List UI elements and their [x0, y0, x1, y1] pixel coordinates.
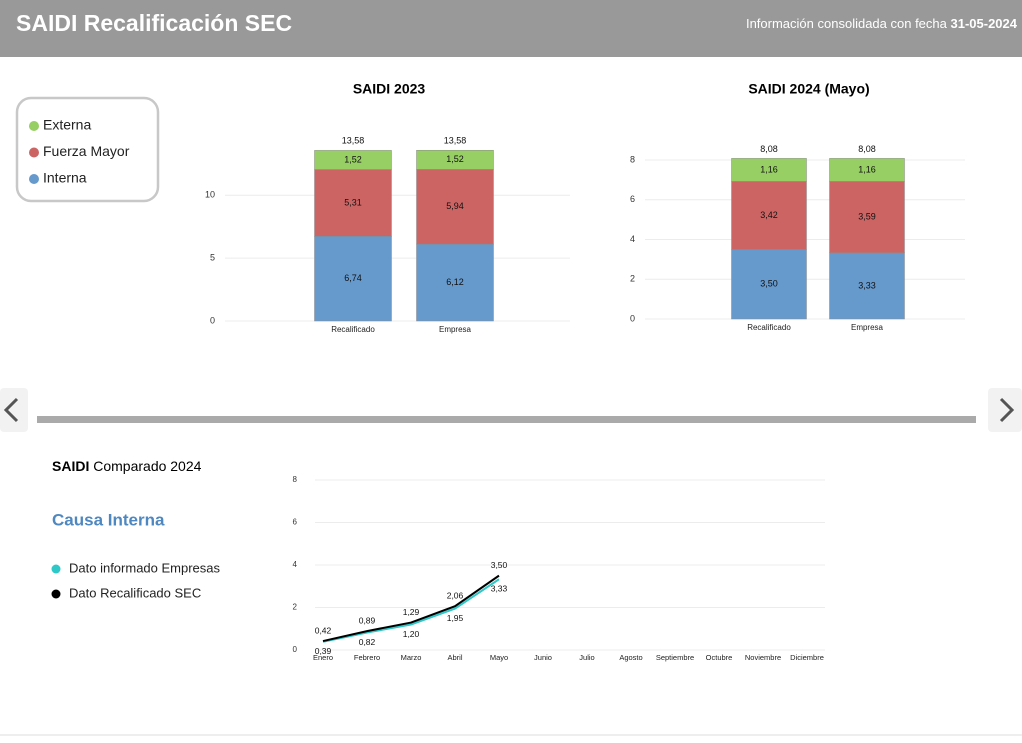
- data-label: 3,50: [760, 279, 778, 289]
- title-rest: Comparado 2024: [93, 458, 201, 474]
- bar-segment: [829, 252, 905, 320]
- bar-segment: [731, 249, 807, 320]
- separator: [37, 416, 976, 423]
- bar-segment: [416, 243, 494, 322]
- legend-marker: [29, 121, 39, 131]
- data-label: 6,12: [446, 277, 464, 287]
- legend-box: [15, 96, 160, 203]
- legend-marker: [51, 589, 61, 599]
- line: [322, 578, 500, 643]
- total-label: 13,58: [444, 136, 467, 146]
- x-tick-label: Agosto: [619, 653, 642, 662]
- bar-segment: [314, 150, 392, 170]
- x-tick-label: Diciembre: [790, 653, 824, 662]
- y-tick-label: 2: [630, 274, 635, 284]
- y-tick-label: 6: [630, 194, 635, 204]
- bar-segment: [829, 181, 905, 254]
- x-tick-label: Abril: [447, 653, 462, 662]
- info-text: Información consolidada con fecha: [746, 16, 948, 31]
- y-tick-label: 4: [630, 234, 635, 244]
- total-label: 8,08: [858, 144, 876, 154]
- data-label: 0,42: [315, 625, 332, 635]
- legend-label: Externa: [43, 117, 91, 133]
- data-label: 1,52: [446, 154, 464, 164]
- y-tick-label: 8: [293, 475, 298, 484]
- x-tick-label: Junio: [534, 653, 552, 662]
- data-label: 1,29: [403, 607, 420, 617]
- chart-title: SAIDI 2024 (Mayo): [748, 81, 869, 97]
- x-tick-label: Recalificado: [747, 323, 791, 332]
- data-label: 1,16: [858, 164, 876, 174]
- legend-marker: [29, 174, 39, 184]
- legend-marker: [51, 564, 61, 574]
- header-bar: [0, 0, 1022, 57]
- data-label: 0,89: [359, 615, 376, 625]
- chart-subtitle: Causa Interna: [52, 510, 165, 529]
- data-label: 3,50: [491, 560, 508, 570]
- next-arrow[interactable]: [999, 397, 1015, 423]
- x-tick-label: Recalificado: [331, 325, 375, 334]
- data-label: 3,59: [858, 212, 876, 222]
- info-date: 31-05-2024: [951, 16, 1018, 31]
- legend-label: Interna: [43, 170, 87, 186]
- header-info: Información consolidada con fecha 31-05-…: [746, 16, 1018, 31]
- data-label: 0,82: [359, 637, 376, 647]
- x-tick-label: Noviembre: [745, 653, 781, 662]
- legend-label: Dato Recalificado SEC: [69, 585, 201, 600]
- bar-segment: [416, 150, 494, 170]
- x-tick-label: Empresa: [439, 325, 472, 334]
- legend-label: Dato informado Empresas: [69, 560, 221, 575]
- x-tick-label: Empresa: [851, 323, 884, 332]
- y-tick-label: 2: [293, 603, 298, 612]
- next-button[interactable]: [988, 388, 1022, 432]
- chart-title: SAIDI 2023: [353, 81, 426, 97]
- data-label: 2,06: [447, 590, 464, 600]
- data-label: 3,33: [491, 583, 508, 593]
- data-label: 5,31: [344, 197, 362, 207]
- data-label: 1,20: [403, 629, 420, 639]
- total-label: 13,58: [342, 136, 365, 146]
- data-label: 1,95: [447, 613, 464, 623]
- x-tick-label: Marzo: [401, 653, 422, 662]
- y-tick-label: 0: [210, 315, 215, 325]
- y-tick-label: 8: [630, 154, 635, 164]
- bar-segment: [829, 158, 905, 182]
- x-tick-label: Mayo: [490, 653, 508, 662]
- bar-segment: [416, 169, 494, 245]
- y-tick-label: 0: [293, 645, 298, 654]
- x-tick-label: Febrero: [354, 653, 380, 662]
- header-title: SAIDI Recalificación SEC: [16, 10, 292, 36]
- data-label: 1,16: [760, 164, 778, 174]
- data-label: 6,74: [344, 273, 362, 283]
- line: [322, 574, 500, 643]
- x-tick-label: Julio: [579, 653, 594, 662]
- prev-arrow[interactable]: [3, 397, 19, 423]
- chart-title: SAIDI Comparado 2024: [52, 458, 202, 474]
- data-label: 1,52: [344, 154, 362, 164]
- legend-marker: [29, 147, 39, 158]
- x-tick-label: Octubre: [706, 653, 733, 662]
- x-tick-label: Enero: [313, 653, 333, 662]
- total-label: 8,08: [760, 144, 778, 154]
- bar-segment: [731, 158, 807, 182]
- legend-label: Fuerza Mayor: [43, 143, 130, 159]
- prev-button[interactable]: [0, 388, 28, 432]
- y-tick-label: 10: [205, 190, 215, 200]
- y-tick-label: 0: [630, 313, 635, 323]
- title-bold: SAIDI: [52, 458, 89, 474]
- bar-segment: [731, 181, 807, 250]
- data-label: 5,94: [446, 201, 464, 211]
- y-tick-label: 6: [293, 518, 298, 527]
- y-tick-label: 5: [210, 253, 215, 263]
- x-tick-label: Septiembre: [656, 653, 694, 662]
- data-label: 0,39: [315, 646, 332, 656]
- y-tick-label: 4: [293, 560, 298, 569]
- data-label: 3,42: [760, 210, 778, 220]
- data-label: 3,33: [858, 280, 876, 290]
